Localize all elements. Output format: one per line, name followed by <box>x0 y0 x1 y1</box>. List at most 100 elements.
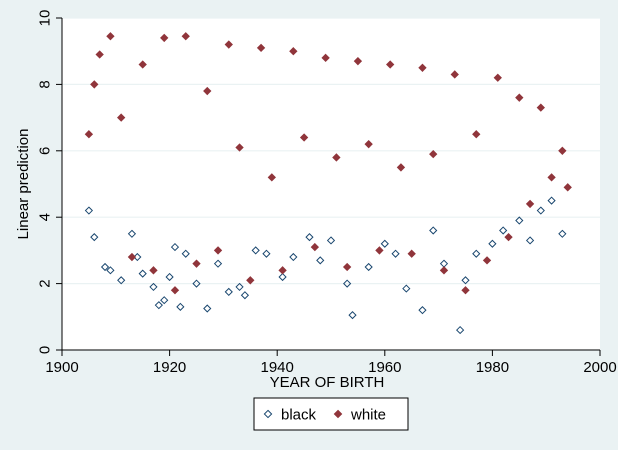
data-point-black <box>100 262 110 272</box>
x-tick-label: 1960 <box>368 359 401 376</box>
data-point-white <box>515 93 524 102</box>
data-point-black <box>192 279 201 288</box>
data-point-white <box>429 149 438 159</box>
legend-box <box>253 397 409 431</box>
legend: black white <box>253 397 409 431</box>
data-point-white <box>84 130 94 139</box>
data-point-black <box>456 325 465 335</box>
data-point-white <box>149 266 158 275</box>
data-point-white <box>461 286 470 295</box>
data-point-white <box>493 73 502 82</box>
legend-label-white: white <box>350 406 386 423</box>
data-point-black <box>348 311 357 320</box>
data-point-white <box>504 232 513 242</box>
legend-item-white: white <box>333 406 386 423</box>
data-point-white <box>181 32 190 41</box>
data-point-white <box>536 103 545 112</box>
data-point-black <box>380 239 389 248</box>
data-point-white <box>375 246 384 255</box>
data-point-white <box>117 113 126 122</box>
data-point-white <box>364 139 373 149</box>
data-point-black <box>547 196 556 205</box>
data-point-black <box>106 266 115 275</box>
data-point-black <box>213 259 223 268</box>
data-point-white <box>106 32 115 41</box>
data-point-white <box>203 86 212 96</box>
x-tick-label: 1900 <box>45 359 78 376</box>
data-point-black <box>316 256 325 265</box>
data-point-white <box>192 259 201 268</box>
data-point-black <box>289 252 298 262</box>
data-point-black <box>181 249 190 258</box>
legend-item-black: black <box>263 406 317 423</box>
data-point-black <box>488 239 497 248</box>
data-point-white <box>472 130 481 139</box>
data-point-white <box>246 276 255 285</box>
data-point-black <box>343 279 352 288</box>
data-point-black <box>176 302 185 311</box>
y-tick-label: 6 <box>36 147 53 155</box>
axes: 0 2 4 6 8 10 1900 1920 1940 1960 1980 2000 <box>36 10 616 376</box>
data-point-white <box>267 173 276 182</box>
data-point-white <box>353 56 363 66</box>
series-black <box>84 196 567 335</box>
data-point-black <box>364 262 373 272</box>
data-point-white <box>321 53 330 63</box>
data-point-white <box>299 133 309 142</box>
x-axis-label: YEAR OF BIRTH <box>270 374 385 391</box>
data-point-black <box>235 282 244 292</box>
data-point-black <box>391 249 400 258</box>
data-point-white <box>525 199 535 209</box>
data-point-black <box>499 226 508 235</box>
y-tick-label: 8 <box>36 80 53 88</box>
data-point-white <box>407 249 416 258</box>
data-point-white <box>310 242 320 252</box>
data-point-black <box>149 282 158 292</box>
data-point-white <box>342 262 352 272</box>
data-point-black <box>160 296 169 305</box>
data-point-black <box>90 233 99 242</box>
data-point-white <box>160 33 169 43</box>
data-point-white <box>138 60 147 69</box>
data-point-white <box>90 80 99 89</box>
data-point-black <box>170 242 180 252</box>
data-point-black <box>224 287 233 297</box>
legend-marker-black <box>263 409 273 419</box>
data-point-black <box>461 276 470 285</box>
data-point-white <box>95 50 104 59</box>
data-point-black <box>558 229 567 238</box>
data-point-white <box>332 153 341 162</box>
data-point-black <box>138 269 147 278</box>
data-point-white <box>213 246 223 255</box>
data-point-white <box>289 47 298 56</box>
data-point-white <box>450 70 459 79</box>
plot-area <box>62 18 600 350</box>
series-white <box>84 32 572 295</box>
data-point-black <box>402 284 411 293</box>
data-point-white <box>386 60 395 69</box>
data-point-white <box>127 252 137 262</box>
data-point-white <box>418 63 427 72</box>
data-point-white <box>224 40 233 49</box>
legend-marker-white <box>333 409 343 419</box>
data-point-white <box>170 286 180 295</box>
data-point-black <box>251 246 260 255</box>
x-tick-label: 2000 <box>583 359 616 376</box>
data-point-black <box>165 272 174 282</box>
data-point-black <box>418 306 427 315</box>
data-point-white <box>235 143 244 152</box>
data-point-black <box>536 206 545 215</box>
data-point-white <box>256 43 266 53</box>
x-tick-label: 1980 <box>476 359 509 376</box>
data-point-black <box>326 236 336 245</box>
data-point-white <box>439 266 449 275</box>
data-point-black <box>240 291 250 300</box>
data-point-black <box>127 229 137 238</box>
data-points <box>84 32 572 335</box>
data-point-black <box>278 272 287 282</box>
data-point-black <box>154 301 163 310</box>
x-tick-label: 1940 <box>261 359 294 376</box>
data-point-white <box>482 256 492 265</box>
